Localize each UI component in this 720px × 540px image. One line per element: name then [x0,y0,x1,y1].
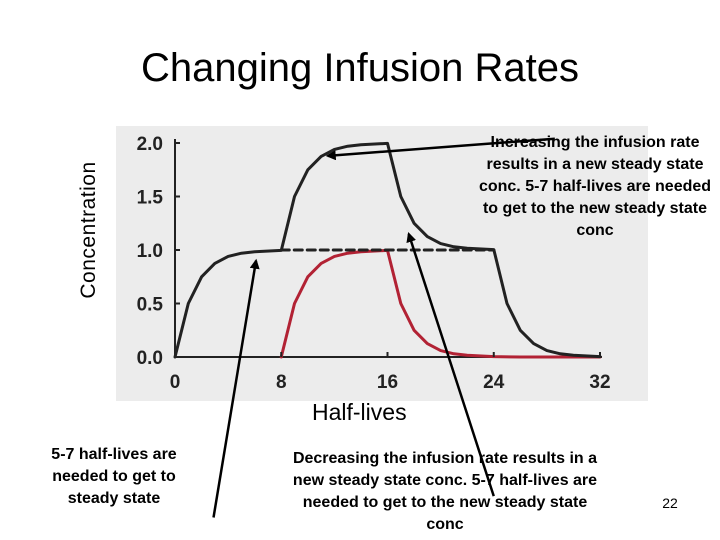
x-tick-label: 8 [276,372,287,393]
x-axis-label: Half-lives [312,399,407,425]
annotation-decrease-note: Decreasing the infusion rate results in … [292,450,598,533]
page-number: 22 [662,495,678,511]
y-tick-label: 0.0 [137,348,163,369]
annotation-arrow [212,258,260,518]
red-concentration-curve [279,248,602,359]
y-tick-label: 2.0 [137,134,163,155]
y-axis-label-wrap: Concentration [72,120,106,340]
annotation-steady-state-note: 5-7 half-lives are needed to get to stea… [51,446,177,507]
annotation-arrow [325,137,555,161]
y-tick-label: 1.0 [137,241,163,262]
annotation-arrow [406,232,495,497]
y-tick-label: 0.5 [137,295,164,316]
y-tick-label: 1.5 [137,188,164,209]
x-tick-label: 24 [483,372,505,393]
slide-title: Changing Infusion Rates [140,46,580,90]
x-tick-label: 0 [170,372,181,393]
chart-panel [116,126,648,401]
black-concentration-curve [173,141,602,359]
x-tick-label: 32 [589,372,610,393]
y-axis-label: Concentration [77,161,100,299]
annotation-increase-note: Increasing the infusion rate results in … [478,134,712,239]
x-tick-label: 16 [377,372,398,393]
